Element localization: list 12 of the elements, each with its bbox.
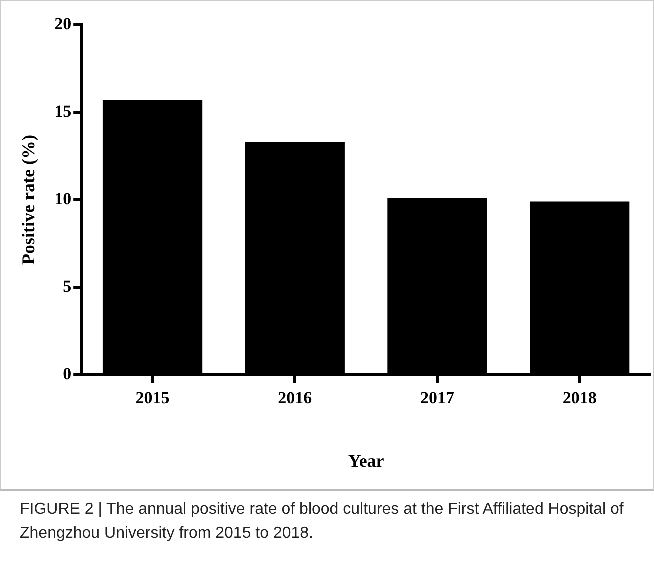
y-tick-label: 0 [63, 364, 72, 384]
x-tick-label: 2016 [278, 388, 312, 408]
x-tick-label: 2018 [562, 388, 597, 408]
x-tick-label: 2015 [136, 388, 170, 408]
y-axis-title: Positive rate (%) [18, 135, 38, 265]
x-axis-title: Year [348, 450, 384, 471]
x-tick-label: 2017 [420, 388, 455, 408]
caption: FIGURE 2 | The annual positive rate of blood cultures at the First Affiliated Hospital of Zhengzhou University from 2015 to 2018. [20, 500, 625, 544]
y-tick-label: 10 [54, 189, 72, 208]
y-tick-label: 5 [63, 276, 72, 296]
y-tick-label: 15 [54, 102, 72, 121]
y-tick-label: 20 [54, 14, 72, 34]
